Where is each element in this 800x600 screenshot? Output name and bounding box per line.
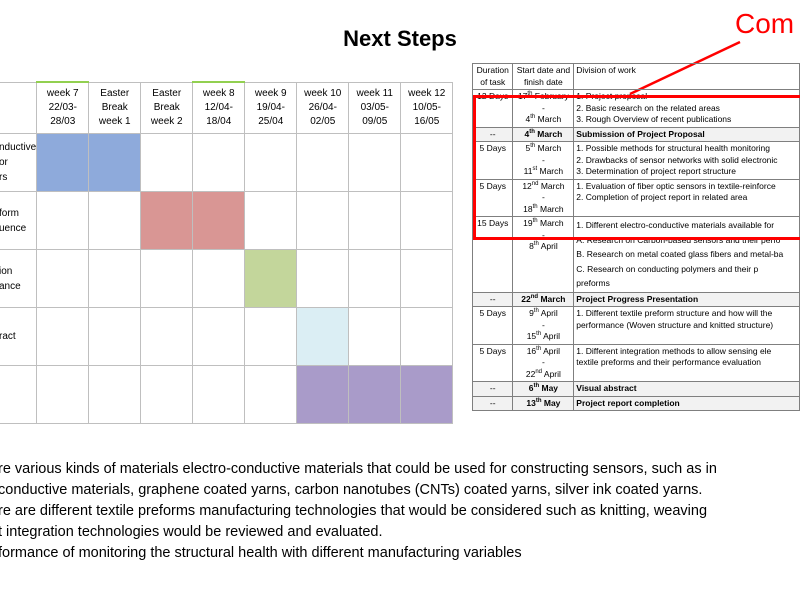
- gantt-cell: [348, 249, 402, 308]
- schedule-duration: 5 Days: [471, 306, 514, 345]
- gantt-bar-cell: [244, 249, 298, 308]
- schedule-dates: 4th March: [512, 126, 575, 142]
- gantt-cell: [140, 133, 194, 192]
- gantt-cell: [244, 191, 298, 250]
- schedule-duration: --: [471, 395, 514, 411]
- bullet-line: re various kinds of materials electro-co…: [0, 461, 717, 477]
- gantt-cell: [244, 133, 298, 192]
- bullet-line: re are different textile preforms manufa…: [0, 503, 708, 519]
- schedule-dates: 5th March -11st March: [512, 141, 575, 180]
- schedule-duration: 5 Days: [471, 343, 514, 382]
- schedule-header-duration: Duration of task: [471, 63, 514, 90]
- gantt-bar-cell: [36, 133, 90, 192]
- gantt-row-label: [0, 365, 38, 424]
- gantt-cell: [244, 365, 298, 424]
- gantt-cell: [296, 133, 350, 192]
- gantt-cell: [36, 191, 90, 250]
- gantt-cell: [36, 307, 90, 366]
- gantt-cell: [400, 191, 454, 250]
- gantt-cell: [296, 191, 350, 250]
- schedule-dates: 16th April -22nd April: [512, 343, 575, 382]
- slide-title: Next Steps: [343, 26, 457, 51]
- gantt-row-label: form uence: [0, 191, 38, 250]
- gantt-row-label: ion ance: [0, 249, 38, 308]
- schedule-work: 1. Different electro-conductive material…: [573, 216, 800, 293]
- gantt-bar-cell: [192, 191, 246, 250]
- schedule-duration: --: [471, 291, 514, 307]
- gantt-week-header: Easter Break week 1: [88, 81, 142, 134]
- gantt-cell: [192, 133, 246, 192]
- schedule-duration: --: [471, 381, 514, 397]
- gantt-week-header: Easter Break week 2: [140, 81, 194, 134]
- gantt-cell: [140, 249, 194, 308]
- gantt-bar-cell: [296, 365, 350, 424]
- gantt-cell: [88, 307, 142, 366]
- gantt-week-header: week 10 26/04- 02/05: [296, 81, 350, 134]
- gantt-week-header: week 7 22/03- 28/03: [36, 81, 90, 134]
- schedule-dates: 22nd March: [512, 291, 575, 307]
- gantt-cell: [140, 307, 194, 366]
- gantt-cell: [88, 365, 142, 424]
- gantt-week-header: week 8 12/04- 18/04: [192, 81, 246, 134]
- gantt-bar-cell: [348, 365, 402, 424]
- gantt-cell: [244, 307, 298, 366]
- gantt-cell: [400, 133, 454, 192]
- schedule-duration: 5 Days: [471, 141, 514, 180]
- gantt-week-header: week 11 03/05- 09/05: [348, 81, 402, 134]
- gantt-cell: [36, 365, 90, 424]
- schedule-work: 1. Different integration methods to allo…: [573, 343, 800, 382]
- schedule-header-work: Division of work: [573, 63, 800, 90]
- gantt-bar-cell: [88, 133, 142, 192]
- gantt-bar-cell: [296, 307, 350, 366]
- gantt-cell: [400, 249, 454, 308]
- gantt-bar-cell: [400, 365, 454, 424]
- schedule-dates: 19th March -8th April: [512, 216, 575, 293]
- schedule-duration: 5 Days: [471, 178, 514, 217]
- schedule-duration: 15 Days: [471, 216, 514, 293]
- schedule-dates: 9th April -15th April: [512, 306, 575, 345]
- highlight-box: [473, 95, 800, 240]
- schedule-dates: 13th May: [512, 395, 575, 411]
- gantt-cell: [88, 249, 142, 308]
- schedule-work: 1. Different textile preform structure a…: [573, 306, 800, 345]
- gantt-cell: [400, 307, 454, 366]
- gantt-cell: [192, 365, 246, 424]
- comment-label: Com: [735, 8, 795, 39]
- gantt-corner: [0, 81, 38, 134]
- bullet-text: re various kinds of materials electro-co…: [0, 459, 800, 564]
- schedule-work: Project report completion: [573, 395, 800, 411]
- gantt-bar-cell: [140, 191, 194, 250]
- gantt-cell: [192, 307, 246, 366]
- gantt-cell: [140, 365, 194, 424]
- gantt-cell: [88, 191, 142, 250]
- gantt-week-header: week 12 10/05- 16/05: [400, 81, 454, 134]
- gantt-row-label: nductiveorrs: [0, 133, 38, 192]
- schedule-header-dates: Start date and finish date: [512, 63, 575, 90]
- gantt-cell: [36, 249, 90, 308]
- gantt-cell: [296, 249, 350, 308]
- schedule-work: Visual abstract: [573, 381, 800, 397]
- gantt-cell: [348, 191, 402, 250]
- schedule-dates: 6th May: [512, 381, 575, 397]
- bullet-line: t integration technologies would be revi…: [0, 524, 383, 540]
- schedule-work: Submission of Project Proposal: [573, 126, 800, 142]
- gantt-cell: [348, 307, 402, 366]
- gantt-row-label: ract: [0, 307, 38, 366]
- schedule-work: Project Progress Presentation: [573, 291, 800, 307]
- bullet-line: formance of monitoring the structural he…: [0, 545, 522, 561]
- gantt-chart: week 7 22/03- 28/03 Easter Break week 1 East…: [0, 81, 454, 424]
- gantt-cell: [192, 249, 246, 308]
- bullet-line: conductive materials, graphene coated ya…: [0, 482, 703, 498]
- gantt-week-header: week 9 19/04- 25/04: [244, 81, 298, 134]
- gantt-cell: [348, 133, 402, 192]
